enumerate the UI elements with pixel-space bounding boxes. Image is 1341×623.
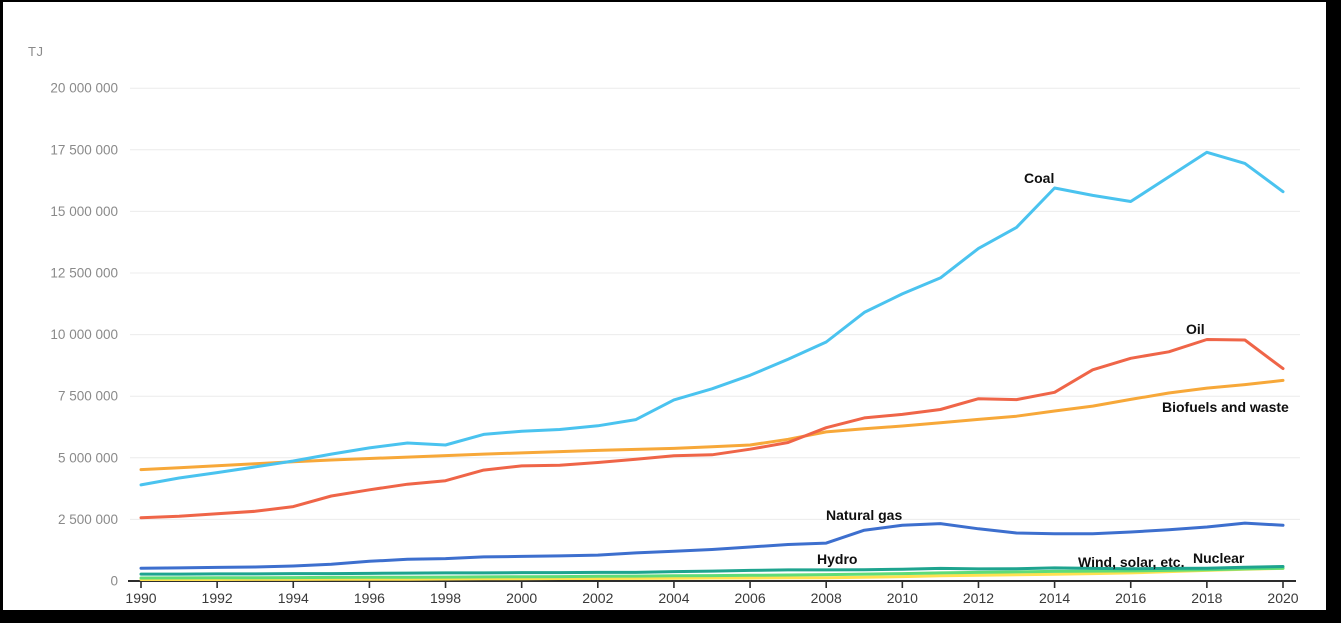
series-line-nuclear[interactable]: [139, 566, 1285, 581]
series-label-wind-solar-etc: Wind, solar, etc.: [1078, 554, 1185, 570]
x-axis-tick-label: 2016: [1115, 590, 1146, 606]
window-border-left: [0, 0, 3, 623]
x-axis-tick-label: 1998: [430, 590, 461, 606]
series-line-natural-gas[interactable]: [139, 521, 1285, 570]
x-axis-tick-label: 2012: [963, 590, 994, 606]
x-axis-tick-label: 1994: [278, 590, 309, 606]
x-axis-tick-label: 2008: [811, 590, 842, 606]
y-axis-tick-label: 7 500 000: [58, 389, 118, 404]
x-axis-tick-label: 2000: [506, 590, 537, 606]
window-border-bottom: [0, 610, 1341, 623]
y-axis-tick-label: 15 000 000: [50, 204, 118, 219]
x-axis-tick-label: 1996: [354, 590, 385, 606]
series-label-hydro: Hydro: [817, 551, 858, 567]
series-label-biofuels-and-waste: Biofuels and waste: [1162, 399, 1289, 415]
x-axis-tick-label: 2020: [1267, 590, 1298, 606]
y-axis-tick-label: 2 500 000: [58, 512, 118, 527]
series-line-biofuels-and-waste[interactable]: [139, 378, 1285, 472]
series-line-hydro[interactable]: [139, 565, 1285, 576]
y-axis-tick-label: 17 500 000: [50, 142, 118, 157]
x-axis-tick-label: 2006: [734, 590, 765, 606]
series-label-nuclear: Nuclear: [1193, 550, 1245, 566]
x-axis-tick-label: 2004: [658, 590, 689, 606]
series-label-natural-gas: Natural gas: [826, 507, 903, 523]
x-axis-tick-label: 2018: [1191, 590, 1222, 606]
x-axis-tick-label: 1992: [202, 590, 233, 606]
y-axis-unit-label: TJ: [28, 44, 44, 59]
series-label-coal: Coal: [1024, 170, 1055, 186]
series-label-oil: Oil: [1186, 321, 1205, 337]
y-axis-tick-label: 0: [110, 574, 118, 589]
window-border-top: [0, 0, 1341, 2]
x-axis-tick-label: 1990: [125, 590, 156, 606]
series-line-coal[interactable]: [139, 150, 1285, 487]
series-line-wind-solar-etc[interactable]: [139, 566, 1285, 580]
y-axis-tick-label: 20 000 000: [50, 81, 118, 96]
x-axis-tick-label: 2002: [582, 590, 613, 606]
window-border-right: [1326, 0, 1341, 623]
series-line-oil[interactable]: [139, 338, 1285, 520]
y-axis-tick-label: 5 000 000: [58, 450, 118, 465]
y-axis-tick-label: 12 500 000: [50, 266, 118, 281]
y-axis-tick-label: 10 000 000: [50, 327, 118, 342]
x-axis-tick-label: 2010: [887, 590, 918, 606]
x-axis-tick-label: 2014: [1039, 590, 1070, 606]
